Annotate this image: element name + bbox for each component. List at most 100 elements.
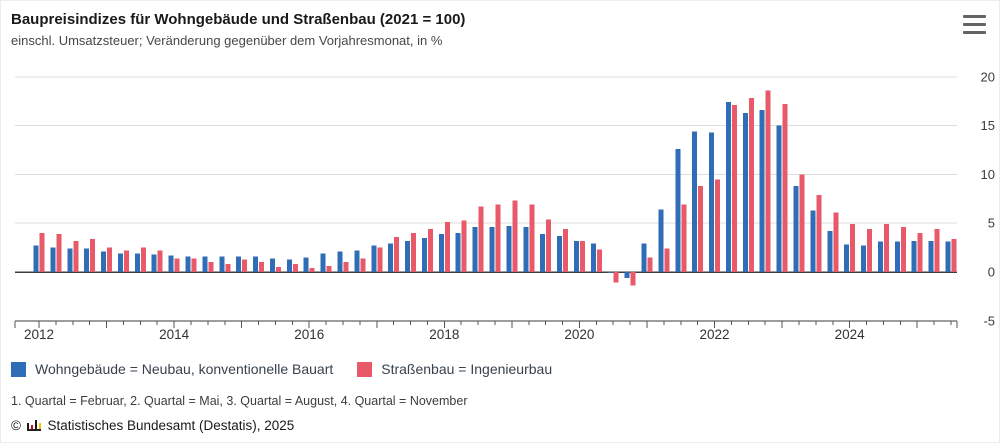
bar[interactable] — [56, 234, 62, 273]
bar[interactable] — [624, 272, 630, 279]
bar[interactable] — [303, 257, 309, 273]
bar[interactable] — [269, 258, 275, 273]
bar[interactable] — [33, 245, 39, 273]
bar[interactable] — [236, 256, 242, 273]
bar[interactable] — [371, 245, 377, 273]
bar[interactable] — [698, 186, 704, 273]
bar[interactable] — [84, 248, 90, 273]
bar[interactable] — [286, 259, 292, 273]
bar[interactable] — [630, 272, 636, 286]
bar[interactable] — [202, 256, 208, 273]
bar[interactable] — [641, 243, 647, 273]
bar[interactable] — [168, 255, 174, 273]
bar[interactable] — [421, 237, 427, 273]
bar[interactable] — [343, 262, 349, 273]
bar[interactable] — [219, 256, 225, 273]
bar[interactable] — [540, 234, 546, 273]
bar[interactable] — [793, 186, 799, 273]
bar[interactable] — [782, 104, 788, 273]
legend-item-strassenbau[interactable]: Straßenbau = Ingenieurbau — [357, 361, 552, 377]
bar[interactable] — [506, 226, 512, 273]
bar[interactable] — [596, 249, 602, 273]
bar[interactable] — [945, 241, 951, 273]
bar[interactable] — [326, 266, 332, 273]
legend-item-wohngebaeude[interactable]: Wohngebäude = Neubau, konventionelle Bau… — [11, 361, 333, 377]
bar[interactable] — [664, 248, 670, 273]
bar[interactable] — [877, 241, 883, 273]
bar[interactable] — [185, 256, 191, 273]
bar[interactable] — [472, 227, 478, 273]
bar[interactable] — [489, 227, 495, 273]
bar[interactable] — [455, 233, 461, 273]
bar[interactable] — [810, 210, 816, 273]
bar[interactable] — [546, 219, 552, 273]
bar[interactable] — [67, 248, 73, 273]
bar[interactable] — [259, 262, 265, 273]
bar[interactable] — [134, 253, 140, 273]
bar[interactable] — [242, 259, 248, 273]
bar[interactable] — [208, 262, 214, 273]
bar[interactable] — [844, 244, 850, 273]
bar[interactable] — [123, 250, 129, 273]
bar[interactable] — [438, 234, 444, 273]
bar[interactable] — [427, 229, 433, 273]
bar[interactable] — [573, 240, 579, 273]
bar[interactable] — [377, 247, 383, 273]
bar[interactable] — [647, 257, 653, 273]
bar[interactable] — [850, 224, 856, 273]
bar[interactable] — [579, 240, 585, 273]
bar[interactable] — [867, 229, 873, 273]
bar[interactable] — [320, 253, 326, 273]
bar[interactable] — [405, 240, 411, 273]
bar[interactable] — [748, 98, 754, 273]
bar[interactable] — [675, 149, 681, 273]
bar[interactable] — [951, 238, 957, 273]
bar[interactable] — [861, 245, 867, 273]
bar[interactable] — [613, 272, 619, 283]
bar[interactable] — [151, 254, 157, 273]
bar[interactable] — [512, 200, 518, 273]
bar[interactable] — [495, 204, 501, 273]
bar[interactable] — [557, 236, 563, 273]
bar[interactable] — [563, 229, 569, 273]
bar[interactable] — [529, 204, 535, 273]
bar[interactable] — [360, 258, 366, 273]
bar[interactable] — [709, 132, 715, 273]
bar[interactable] — [883, 224, 889, 273]
bar[interactable] — [900, 227, 906, 273]
bar[interactable] — [50, 247, 56, 273]
bar[interactable] — [39, 233, 45, 273]
bar[interactable] — [934, 229, 940, 273]
bar[interactable] — [607, 272, 613, 274]
bar[interactable] — [799, 174, 805, 273]
bar[interactable] — [917, 233, 923, 273]
bar[interactable] — [157, 250, 163, 273]
bar[interactable] — [742, 113, 748, 273]
bar[interactable] — [715, 179, 721, 273]
bar[interactable] — [911, 240, 917, 273]
bar[interactable] — [253, 256, 259, 273]
bar[interactable] — [107, 247, 113, 273]
bar[interactable] — [394, 237, 400, 273]
bar[interactable] — [894, 241, 900, 273]
bar[interactable] — [275, 267, 281, 273]
bar[interactable] — [73, 240, 79, 273]
bar[interactable] — [411, 233, 417, 273]
bar[interactable] — [292, 264, 298, 273]
bar[interactable] — [444, 222, 450, 273]
bar[interactable] — [725, 102, 731, 273]
bar[interactable] — [827, 231, 833, 273]
bar[interactable] — [776, 125, 782, 273]
bar[interactable] — [90, 238, 96, 273]
bar[interactable] — [225, 264, 231, 273]
bar[interactable] — [388, 243, 394, 273]
bar[interactable] — [117, 253, 123, 273]
bar[interactable] — [765, 90, 771, 273]
bar[interactable] — [816, 195, 822, 273]
bar[interactable] — [731, 105, 737, 273]
bar[interactable] — [658, 209, 664, 273]
bar[interactable] — [590, 243, 596, 273]
bar[interactable] — [140, 247, 146, 273]
bar[interactable] — [191, 258, 197, 273]
bar[interactable] — [337, 251, 343, 273]
